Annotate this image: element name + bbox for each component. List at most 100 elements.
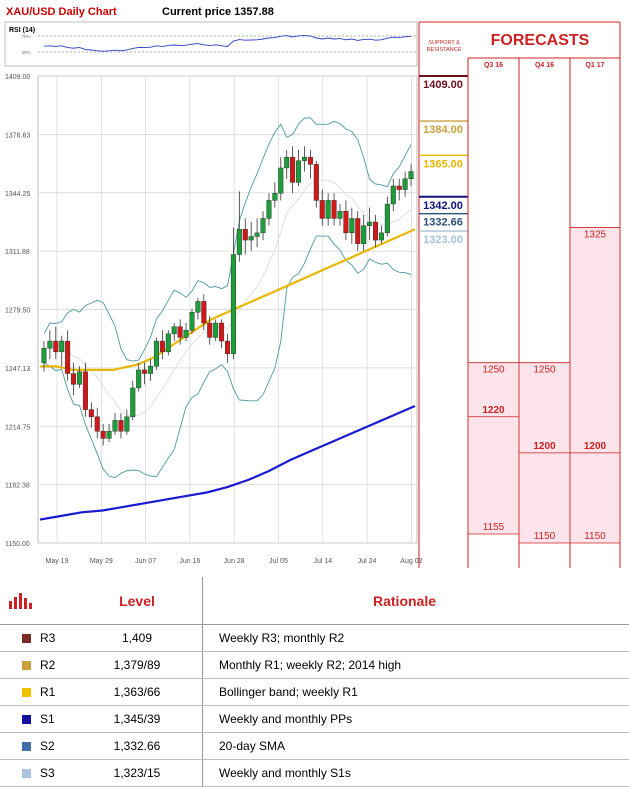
current-price-label: Current price [162, 6, 231, 18]
candle-body [202, 301, 207, 323]
candle-body [273, 193, 278, 200]
rsi-label: RSI (14) [9, 27, 35, 34]
candle-body [308, 157, 313, 164]
candle-body [338, 211, 343, 218]
candle-body [125, 417, 130, 431]
table-header-level: Level [72, 577, 203, 625]
candle-body [403, 179, 408, 190]
candle-body [290, 157, 295, 182]
candle-body [231, 255, 236, 354]
candle-body [409, 172, 414, 179]
candle-body [107, 431, 112, 438]
sr-title-line2: RESISTANCE [427, 47, 462, 53]
candle-body [278, 168, 283, 193]
table-header-row: Level Rationale [0, 577, 629, 625]
candle-body [95, 417, 100, 431]
forecast-low-value: 1150 [584, 531, 606, 542]
row-code: S3 [40, 760, 72, 787]
candle-body [190, 312, 195, 330]
candle-body [267, 200, 272, 218]
table-header-code [40, 577, 72, 625]
x-tick-label: Jul 05 [269, 558, 288, 565]
candle [166, 330, 171, 355]
row-rationale: 20-day SMA [203, 733, 629, 760]
row-rationale: Weekly and monthly PPs [203, 706, 629, 733]
candle-body [101, 431, 106, 438]
forecast-high-value: 1325 [584, 229, 607, 240]
row-level: 1,345/39 [72, 706, 203, 733]
y-tick-label: 1344.25 [5, 191, 30, 198]
forecast-low-value: 1150 [534, 531, 556, 542]
candle-body [136, 370, 141, 388]
x-tick-label: Jul 14 [313, 558, 332, 565]
x-tick-label: May 19 [46, 558, 69, 565]
row-code: R3 [40, 625, 72, 652]
level-color-swatch [22, 661, 31, 670]
candle-body [54, 341, 59, 352]
rsi-frame [5, 22, 417, 66]
forecast-range-box [571, 227, 619, 543]
row-swatch-cell [0, 679, 40, 706]
forecasts-title: FORECASTS [491, 32, 590, 49]
row-level: 1,323/15 [72, 760, 203, 787]
forecast-range-box [469, 363, 518, 534]
level-color-swatch [22, 742, 31, 751]
candle-body [142, 370, 147, 374]
table-header-icon-cell [0, 577, 40, 625]
row-code: R2 [40, 652, 72, 679]
sr-level-label: 1365.00 [423, 158, 463, 170]
candle-body [249, 236, 254, 240]
candle-body [367, 222, 372, 226]
rsi-panel: RSI (14)70%30% [5, 22, 417, 66]
sr-level-label: 1332.66 [423, 217, 463, 229]
candle-body [397, 186, 402, 190]
candle-body [48, 341, 53, 348]
row-level: 1,379/89 [72, 652, 203, 679]
current-price: Current price 1357.88 [162, 6, 274, 18]
candle-body [296, 161, 301, 183]
y-tick-label: 1376.63 [5, 132, 30, 139]
level-color-swatch [22, 769, 31, 778]
candle-body [302, 157, 307, 161]
x-tick-label: Jun 07 [135, 558, 156, 565]
candle-body [42, 348, 47, 362]
current-price-value: 1357.88 [234, 6, 274, 18]
candle-body [119, 420, 124, 431]
level-color-swatch [22, 715, 31, 724]
candle-body [320, 200, 325, 218]
candle-body [160, 341, 165, 352]
candle-body [196, 301, 201, 312]
candle-body [284, 157, 289, 168]
candle-body [113, 420, 118, 431]
row-rationale: Weekly and monthly S1s [203, 760, 629, 787]
row-swatch-cell [0, 760, 40, 787]
row-rationale: Monthly R1; weekly R2; 2014 high [203, 652, 629, 679]
sr-title-line1: SUPPORT & [428, 40, 460, 46]
candle-body [314, 164, 319, 200]
candle-body [89, 410, 94, 417]
forecast-column-header: Q1 17 [585, 62, 604, 69]
forecast-low-value: 1155 [483, 522, 505, 533]
candle-body [77, 372, 82, 385]
row-rationale: Bollinger band; weekly R1 [203, 679, 629, 706]
forecast-column-header: Q3 16 [484, 62, 503, 69]
row-swatch-cell [0, 625, 40, 652]
candle-body [332, 200, 337, 218]
chart-title: XAU/USD Daily Chart [6, 6, 117, 18]
row-code: R1 [40, 679, 72, 706]
row-code: S1 [40, 706, 72, 733]
candle-body [385, 204, 390, 233]
row-level: 1,332.66 [72, 733, 203, 760]
candle-body [237, 229, 242, 254]
forecast-column-header: Q4 16 [535, 62, 554, 69]
sr-level-label: 1323.00 [423, 234, 463, 246]
candle-body [261, 218, 266, 232]
row-rationale: Weekly R3; monthly R2 [203, 625, 629, 652]
candle-body [59, 341, 64, 352]
candle-body [379, 233, 384, 240]
